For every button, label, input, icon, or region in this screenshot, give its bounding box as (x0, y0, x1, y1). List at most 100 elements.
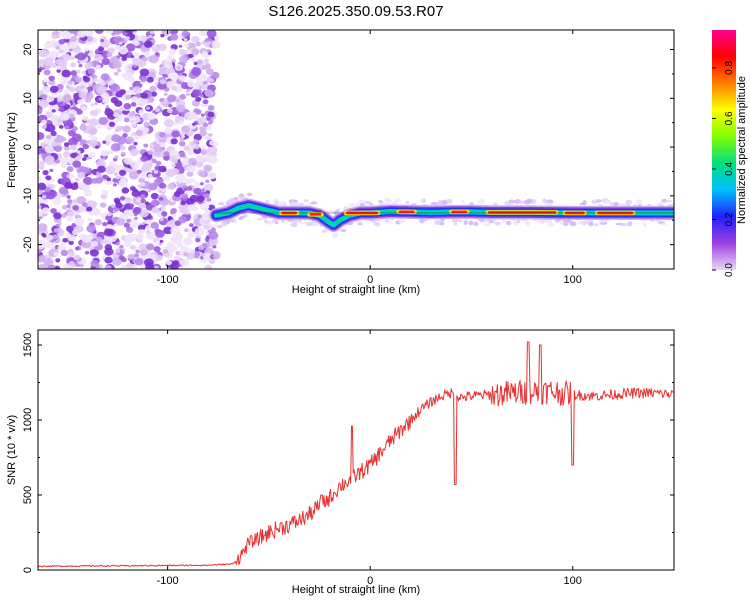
noise-dot (68, 174, 76, 180)
noise-dot (187, 231, 195, 239)
noise-dot (197, 117, 207, 125)
noise-dot (170, 138, 178, 145)
noise-dot (53, 251, 59, 257)
noise-dot (159, 98, 164, 102)
noise-dot (41, 194, 47, 199)
noise-dot (90, 212, 94, 216)
noise-dot (125, 30, 131, 34)
colorbar: 0.0 0.2 0.4 0.6 0.8 Normalized spectral ampl… (712, 30, 748, 277)
noise-dot (67, 234, 76, 242)
noise-dot (118, 169, 127, 176)
noise-dot (60, 106, 65, 111)
noise-dot (179, 258, 190, 267)
noise-dot (193, 61, 198, 66)
ridge-halo-dot (642, 222, 648, 227)
snr-frame (37, 329, 675, 571)
noise-dot (150, 192, 159, 200)
noise-dot (118, 46, 129, 55)
noise-dot (84, 47, 89, 52)
noise-dot (154, 107, 160, 113)
noise-dot (168, 64, 174, 69)
noise-dot (100, 149, 109, 157)
noise-dot (55, 58, 63, 66)
noise-dot (43, 57, 54, 66)
ridge-halo-dot (546, 220, 553, 223)
noise-dot (192, 122, 196, 126)
noise-dot (38, 205, 42, 210)
ridge-halo-dot (271, 219, 279, 223)
colorbar-tick-label: 0.6 (724, 111, 735, 125)
noise-dot (106, 47, 115, 54)
ridge-halo-dot (483, 222, 492, 227)
noise-dot (96, 125, 102, 129)
noise-dot (57, 244, 66, 252)
noise-dot (55, 223, 60, 228)
noise-dot (130, 148, 139, 157)
noise-dot (120, 257, 127, 263)
noise-dot (167, 108, 173, 114)
noise-dot (102, 157, 106, 161)
noise-dot (150, 91, 158, 97)
noise-dot (81, 184, 91, 192)
noise-dot (127, 253, 135, 260)
noise-dot (136, 97, 145, 104)
noise-dot (119, 244, 124, 249)
noise-dot (126, 218, 132, 223)
ridge-halo-dot (371, 219, 376, 223)
noise-dot (207, 68, 213, 74)
ridge-halo-dot (290, 222, 298, 228)
noise-dot (159, 131, 166, 138)
noise-dot (135, 249, 140, 254)
noise-dot (84, 97, 92, 103)
noise-dot (59, 125, 64, 129)
noise-dot (184, 111, 195, 121)
noise-dot (205, 179, 210, 183)
ridge-halo-dot (286, 219, 295, 222)
noise-dot (181, 193, 188, 199)
y-tick-label: -10 (22, 188, 34, 204)
noise-dot (145, 219, 152, 225)
noise-dot (209, 78, 215, 83)
ridge-halo-dot (305, 221, 313, 227)
noise-dot (187, 204, 196, 212)
ridge-halo-dot (473, 221, 479, 227)
noise-dot (188, 157, 198, 166)
noise-dot (66, 208, 71, 213)
noise-dot (169, 30, 179, 35)
noise-dot (42, 233, 47, 238)
noise-dot (104, 244, 113, 251)
noise-dot (114, 155, 119, 159)
ridge-halo-dot (526, 198, 533, 204)
noise-dot (168, 48, 177, 55)
noise-dot (122, 125, 131, 133)
ridge-halo-dot (373, 221, 381, 227)
noise-dot (68, 260, 75, 267)
noise-dot (188, 50, 193, 55)
ridge-halo-dot (577, 221, 584, 225)
noise-dot (38, 240, 46, 247)
noise-dot (134, 257, 144, 266)
noise-dot (86, 35, 94, 42)
y-tick-label: 20 (22, 43, 34, 55)
ridge-halo-dot (451, 218, 459, 223)
noise-dot (207, 145, 218, 155)
noise-dot (106, 212, 112, 217)
noise-dot (98, 97, 103, 101)
noise-dot (152, 141, 158, 146)
noise-dot (203, 183, 214, 193)
noise-dot (154, 52, 160, 56)
noise-dot (208, 133, 213, 137)
noise-dot (141, 56, 148, 62)
noise-dot (121, 187, 130, 194)
ridge-halo-dot (460, 200, 466, 204)
x-tick-label: 100 (564, 575, 582, 587)
noise-dot (115, 241, 120, 246)
noise-dot (163, 226, 173, 235)
noise-dot (105, 166, 116, 175)
noise-dot (73, 182, 78, 186)
noise-dot (135, 129, 144, 136)
noise-dot (121, 151, 126, 156)
noise-dot (194, 109, 202, 115)
noise-dot (90, 240, 99, 247)
noise-dot (197, 214, 202, 219)
